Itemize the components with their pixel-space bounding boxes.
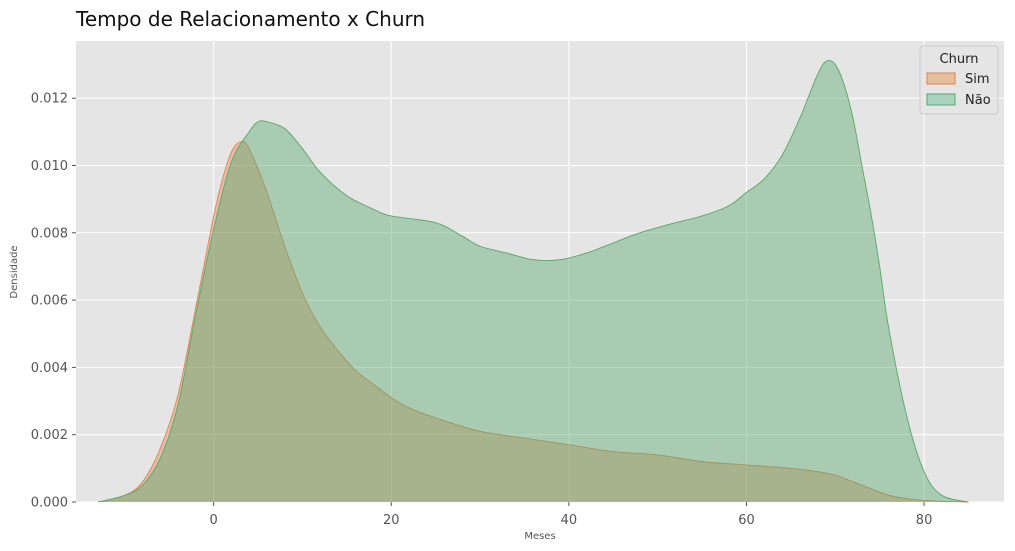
density-areas (98, 60, 969, 503)
y-tick-label: 0.008 (31, 226, 68, 241)
legend-swatch (926, 93, 956, 106)
y-tick-label: 0.004 (31, 361, 68, 376)
y-tick-label: 0.012 (31, 92, 68, 107)
legend-label: Não (965, 93, 991, 108)
x-tick-label: 40 (561, 513, 578, 528)
plot-background (76, 41, 1004, 502)
x-tick-label: 60 (738, 513, 755, 528)
grid-lines (76, 41, 1004, 503)
legend-title: Churn (940, 52, 979, 67)
line-nao (98, 60, 969, 503)
y-tick-label: 0.002 (31, 428, 68, 443)
y-tick-label: 0.006 (31, 294, 68, 309)
y-ticks: 0.000 0.002 0.004 0.006 0.008 0.010 0.012 (31, 92, 76, 511)
y-axis-label: Densidade (9, 245, 20, 298)
legend: Churn Sim Não (919, 45, 999, 115)
x-tick-label: 20 (383, 513, 400, 528)
area-nao (98, 60, 969, 503)
legend-swatch (926, 72, 956, 85)
line-sim (98, 141, 969, 503)
area-sim (98, 141, 969, 502)
x-tick-label: 80 (916, 513, 933, 528)
legend-label: Sim (965, 72, 990, 87)
y-tick-label: 0.010 (31, 159, 68, 174)
x-axis-label: Meses (524, 531, 555, 542)
legend-items: Sim Não (926, 72, 991, 108)
y-tick-label: 0.000 (31, 496, 68, 511)
x-tick-label: 0 (210, 513, 218, 528)
x-ticks: 0 20 40 60 80 (210, 502, 933, 528)
chart-title: Tempo de Relacionamento x Churn (75, 7, 425, 31)
